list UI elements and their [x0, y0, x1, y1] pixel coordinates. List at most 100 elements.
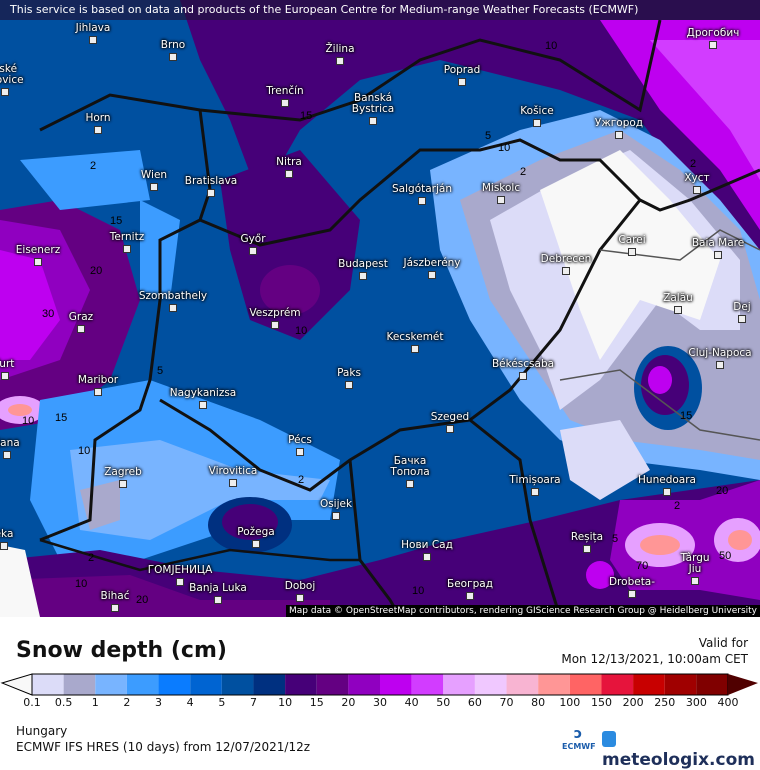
- city-square-icon: [411, 345, 419, 353]
- city-label: Cluj-Napoca: [688, 347, 752, 359]
- valid-datetime: Mon 12/13/2021, 10:00am CET: [561, 652, 748, 666]
- city-square-icon: [332, 512, 340, 520]
- snow-depth-map[interactable]: This service is based on data and produc…: [0, 0, 760, 617]
- city-label: Bratislava: [184, 175, 238, 187]
- city-label: Žilina: [325, 43, 355, 55]
- legend-tick-label: 70: [499, 696, 514, 709]
- city-square-icon: [663, 488, 671, 496]
- city-label: furt: [0, 358, 15, 370]
- city-label: Bihać: [100, 590, 130, 602]
- contour-label: 5: [485, 130, 492, 142]
- legend-swatch: [253, 674, 286, 695]
- map-title: Snow depth (cm): [16, 638, 227, 663]
- city-square-icon: [229, 479, 237, 487]
- legend-tick-label: 10: [278, 696, 293, 709]
- contour-label: 15: [55, 412, 68, 424]
- city-square-icon: [0, 542, 8, 550]
- contour-label: 15: [300, 110, 313, 122]
- legend-swatch: [506, 674, 539, 695]
- city-label: Kecskemét: [386, 331, 444, 343]
- city-square-icon: [693, 186, 701, 194]
- city-label: Virovitica: [208, 465, 258, 477]
- contour-label: 10: [498, 142, 511, 154]
- legend-swatch: [696, 674, 728, 695]
- city-label: Zagreb: [104, 466, 142, 478]
- city-label: Košice: [520, 105, 554, 117]
- city-square-icon: [34, 258, 42, 266]
- legend-swatch: [569, 674, 602, 695]
- contour-label: 10: [412, 585, 425, 597]
- city-label: Veszprém: [249, 307, 301, 319]
- legend-swatch: [316, 674, 349, 695]
- legend-under-arrow: [0, 673, 33, 696]
- city-square-icon: [150, 183, 158, 191]
- contour-label: 10: [545, 40, 558, 52]
- city-square-icon: [169, 304, 177, 312]
- city-square-icon: [628, 248, 636, 256]
- city-label: Jászberény: [403, 257, 461, 269]
- legend-swatch: [633, 674, 665, 695]
- valid-time: Valid for Mon 12/13/2021, 10:00am CET: [561, 635, 748, 667]
- city-square-icon: [296, 594, 304, 602]
- city-label: Nitra: [276, 156, 302, 168]
- city-square-icon: [119, 480, 127, 488]
- city-label: eka: [0, 528, 14, 540]
- legend-tick-label: 20: [341, 696, 356, 709]
- city-square-icon: [281, 99, 289, 107]
- city-label: Wien: [140, 169, 168, 181]
- city-label: Osijek: [319, 498, 353, 510]
- city-square-icon: [252, 540, 260, 548]
- city-label: Poprad: [443, 64, 481, 76]
- snow-depth-field: [0, 0, 760, 617]
- color-legend-bar: [0, 673, 758, 696]
- legend-swatch: [601, 674, 634, 695]
- city-square-icon: [345, 381, 353, 389]
- meteologix-logo[interactable]: meteologix.com: [602, 730, 760, 770]
- legend-tick-label: 1: [91, 696, 99, 709]
- city-label: Banja Luka: [189, 582, 247, 594]
- city-label: Doboj: [284, 580, 316, 592]
- meteologix-icon: [602, 731, 616, 747]
- city-square-icon: [714, 251, 722, 259]
- legend-swatch: [190, 674, 222, 695]
- city-square-icon: [446, 425, 454, 433]
- city-label: Carei: [618, 234, 646, 246]
- city-square-icon: [406, 480, 414, 488]
- city-label: Хуст: [684, 172, 710, 184]
- legend-tick-label: 250: [654, 696, 676, 709]
- city-square-icon: [458, 78, 466, 86]
- city-label: Banská Bystrica: [351, 92, 395, 115]
- city-label: eské ějovice: [0, 63, 24, 86]
- legend-swatch: [95, 674, 127, 695]
- contour-label: 70: [636, 560, 649, 572]
- map-attribution[interactable]: Map data © OpenStreetMap contributors, r…: [286, 605, 760, 617]
- city-square-icon: [369, 117, 377, 125]
- legend-tick-label: 7: [249, 696, 257, 709]
- legend-tick-label: 400: [717, 696, 739, 709]
- contour-label: 2: [690, 158, 697, 170]
- city-square-icon: [123, 245, 131, 253]
- city-square-icon: [533, 119, 541, 127]
- city-square-icon: [94, 126, 102, 134]
- legend-tick-label: 4: [186, 696, 194, 709]
- legend-swatch: [664, 674, 697, 695]
- city-label: Graz: [68, 311, 94, 323]
- city-square-icon: [674, 306, 682, 314]
- region-name: Hungary: [16, 724, 68, 738]
- legend-swatch: [348, 674, 380, 695]
- contour-label: 10: [295, 325, 308, 337]
- city-label: Drobeta-: [608, 576, 656, 588]
- legend-swatch: [380, 674, 412, 695]
- city-label: Ужгород: [594, 117, 644, 129]
- city-square-icon: [583, 545, 591, 553]
- legend-tick-label: 2: [123, 696, 131, 709]
- city-label: Pécs: [288, 434, 312, 446]
- legend-tick-label: 300: [685, 696, 707, 709]
- city-label: Trenčín: [266, 85, 304, 97]
- ecmwf-logo[interactable]: ↄ ECMWF: [562, 726, 596, 756]
- city-label: Hunedoara: [638, 474, 696, 486]
- city-square-icon: [709, 41, 717, 49]
- contour-label: 10: [22, 415, 35, 427]
- city-square-icon: [1, 372, 9, 380]
- city-square-icon: [423, 553, 431, 561]
